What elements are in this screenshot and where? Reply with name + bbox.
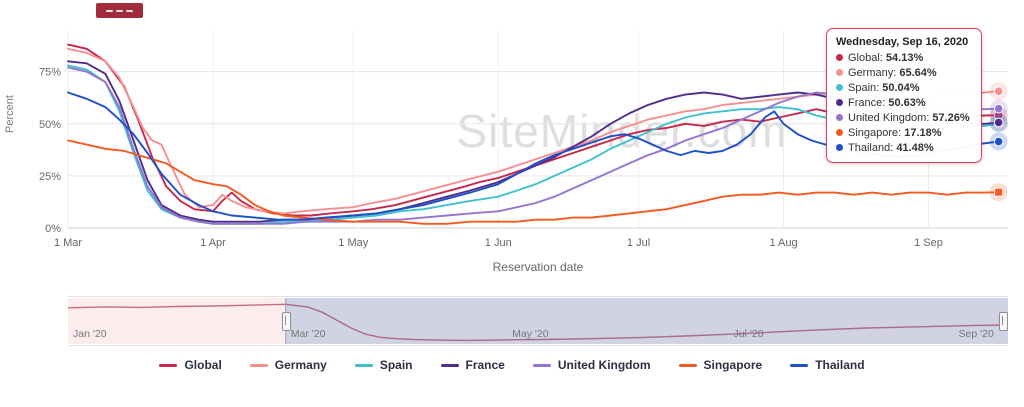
series-color-dot — [836, 54, 843, 61]
navigator-right-handle[interactable] — [999, 312, 1008, 331]
legend-item-germany[interactable]: Germany — [249, 358, 327, 372]
legend-item-spain[interactable]: Spain — [354, 358, 413, 372]
series-color-dot — [836, 144, 843, 151]
legend-item-label: Thailand — [815, 358, 865, 372]
series-color-dot — [836, 99, 843, 106]
tooltip-row: United Kingdom: 57.26% — [836, 111, 970, 126]
series-line-singapore[interactable] — [67, 139, 1000, 225]
tooltip-row: Germany: 65.64% — [836, 66, 970, 81]
series-color-dot — [836, 69, 843, 76]
navigator-series-line — [68, 303, 1008, 342]
tooltip-row: Singapore: 17.18% — [836, 126, 970, 141]
navigator-tick-label: May '20 — [512, 328, 549, 340]
tooltip-row: Global: 54.13% — [836, 51, 970, 66]
y-tick-label: 75% — [39, 67, 61, 79]
navigator-tick-label: Jan '20 — [73, 328, 107, 340]
legend-item-singapore[interactable]: Singapore — [678, 358, 763, 372]
legend-item-label: Global — [184, 358, 222, 372]
navigator-tick-label: Sep '20 — [959, 328, 994, 340]
legend-item-label: Germany — [274, 358, 327, 372]
x-tick-label: 1 Apr — [200, 237, 226, 249]
series-color-dot — [836, 114, 843, 121]
x-tick-label: 1 Sep — [914, 237, 943, 249]
legend-item-global[interactable]: Global — [159, 358, 222, 372]
navigator-left-handle[interactable] — [281, 312, 291, 331]
legend-item-thailand[interactable]: Thailand — [790, 358, 865, 372]
chart-toolbar-badge[interactable] — [96, 3, 143, 18]
y-tick-label: 50% — [39, 119, 61, 131]
legend-marker — [440, 363, 459, 367]
x-tick-label: 1 Jun — [485, 237, 512, 249]
navigator-selection[interactable] — [285, 298, 1008, 344]
legend-marker — [678, 363, 697, 367]
legend-marker — [354, 363, 373, 367]
tooltip-row: Spain: 50.04% — [836, 81, 970, 96]
tooltip-row: France: 50.63% — [836, 96, 970, 111]
navigator-plot[interactable]: Jan '20 Mar '20 May '20 Jul '20 Sep '20 — [68, 297, 1008, 345]
legend-marker — [532, 363, 551, 367]
navigator-tick-label: Jul '20 — [734, 328, 764, 340]
tooltip-header: Wednesday, Sep 16, 2020 — [836, 36, 969, 48]
tooltip-rows: Global: 54.13% Germany: 65.64% Spain: 50.0… — [836, 51, 970, 156]
navigator-tick-label: Mar '20 — [291, 328, 326, 340]
y-tick-label: 25% — [39, 171, 61, 183]
tooltip: Wednesday, Sep 16, 2020 Global: 54.13% Ge… — [826, 28, 982, 163]
x-tick-label: 1 May — [338, 237, 368, 249]
y-axis-title: Percent — [4, 95, 16, 133]
legend-item-label: France — [465, 358, 505, 372]
legend-marker — [159, 363, 178, 367]
series-marker-singapore — [994, 187, 1004, 197]
legend-item-label: Singapore — [703, 358, 763, 372]
x-tick-label: 1 Mar — [54, 237, 82, 249]
navigator[interactable]: Jan '20 Mar '20 May '20 Jul '20 Sep '20 — [68, 296, 1008, 346]
legend: Global Germany Spain France United Kingdom Si… — [0, 358, 1024, 372]
x-tick-label: 1 Jul — [627, 237, 650, 249]
series-marker-united-kingdom — [993, 103, 1004, 114]
legend-item-france[interactable]: France — [440, 358, 505, 372]
series-color-dot — [836, 84, 843, 91]
y-tick-label: 0% — [45, 223, 61, 235]
tooltip-row: Thailand: 41.48% — [836, 141, 970, 156]
x-axis-title: Reservation date — [492, 260, 584, 274]
series-marker-thailand — [993, 136, 1004, 147]
legend-item-label: United Kingdom — [557, 358, 651, 372]
series-marker-germany — [993, 86, 1004, 96]
legend-item-united-kingdom[interactable]: United Kingdom — [532, 358, 651, 372]
legend-marker — [249, 363, 268, 367]
legend-marker — [790, 363, 809, 367]
legend-item-label: Spain — [379, 358, 413, 372]
x-tick-label: 1 Aug — [769, 237, 797, 249]
series-marker-france — [993, 117, 1004, 128]
series-color-dot — [836, 129, 843, 136]
